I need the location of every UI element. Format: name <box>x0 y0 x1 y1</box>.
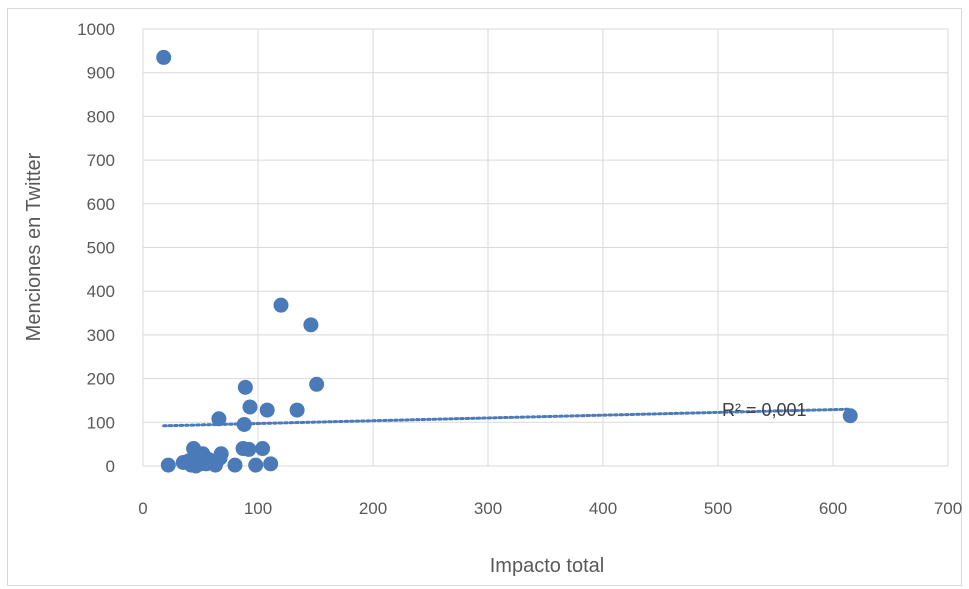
y-tick-label: 900 <box>87 64 115 83</box>
y-tick-label: 200 <box>87 370 115 389</box>
data-point <box>227 457 243 473</box>
y-tick-label: 600 <box>87 195 115 214</box>
y-tick-label: 400 <box>87 282 115 301</box>
data-point <box>309 376 325 392</box>
data-point <box>255 441 271 457</box>
x-tick-label: 0 <box>138 499 147 518</box>
y-tick-label: 0 <box>106 457 115 476</box>
y-tick-label: 1000 <box>77 20 115 39</box>
x-tick-label: 100 <box>244 499 272 518</box>
y-tick-label: 100 <box>87 413 115 432</box>
r-squared-label: R² = 0,001 <box>722 400 807 420</box>
x-tick-label: 600 <box>819 499 847 518</box>
x-tick-label: 700 <box>934 499 962 518</box>
y-tick-label: 800 <box>87 107 115 126</box>
data-point <box>237 379 253 395</box>
y-tick-label: 300 <box>87 326 115 345</box>
data-point <box>160 457 176 473</box>
data-point <box>241 441 257 457</box>
data-point <box>213 446 229 462</box>
grid-lines <box>142 28 949 467</box>
data-point <box>289 402 305 418</box>
trendline-group: R² = 0,001 <box>162 400 852 428</box>
x-tick-label: 200 <box>359 499 387 518</box>
x-tick-label: 300 <box>474 499 502 518</box>
x-axis-title: Impacto total <box>490 555 605 577</box>
x-tick-labels: 0 100 200 300 400 500 600 700 <box>138 499 962 518</box>
chart-frame <box>7 8 962 586</box>
y-axis-title: Menciones en Twitter <box>23 152 45 341</box>
x-tick-label: 500 <box>704 499 732 518</box>
data-points <box>156 49 858 474</box>
x-tick-label: 400 <box>589 499 617 518</box>
data-point <box>242 399 258 415</box>
data-point <box>236 416 252 432</box>
data-point <box>842 408 858 424</box>
data-point <box>248 457 264 473</box>
data-point <box>259 402 275 418</box>
data-point <box>263 456 279 472</box>
y-tick-label: 700 <box>87 151 115 170</box>
data-point <box>211 411 227 427</box>
y-tick-label: 500 <box>87 239 115 258</box>
data-point <box>303 317 319 333</box>
data-point <box>156 49 172 65</box>
data-point <box>273 297 289 313</box>
y-tick-labels: 0 100 200 300 400 500 600 700 800 900 1000 <box>77 20 115 476</box>
trendline <box>162 407 852 428</box>
